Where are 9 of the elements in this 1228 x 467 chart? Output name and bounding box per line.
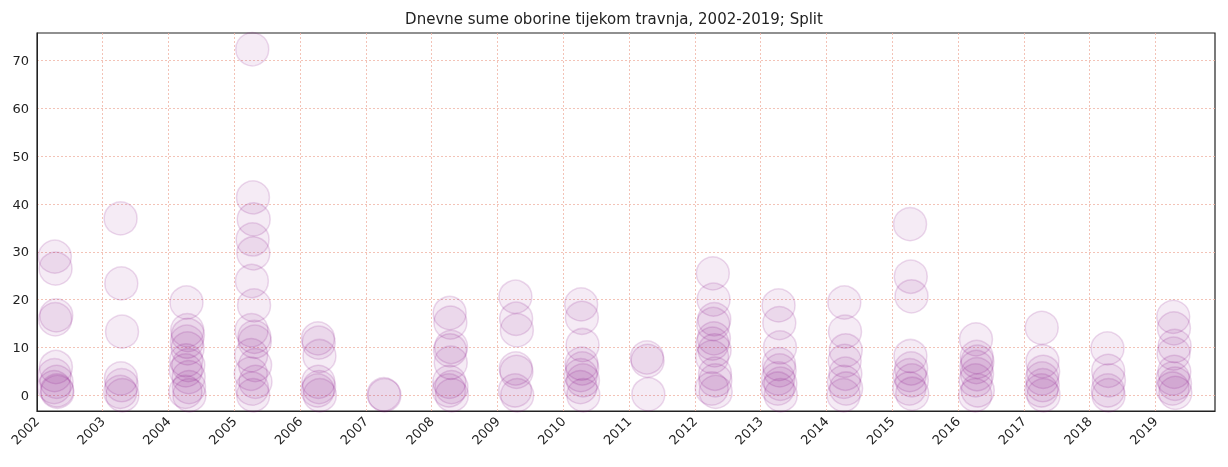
y-tick-label: 20 xyxy=(12,292,29,308)
y-tick-label: 70 xyxy=(12,53,29,69)
y-tick-label: 10 xyxy=(12,339,29,355)
chart-title: Dnevne sume oborine tijekom travnja, 2002-2019; Split xyxy=(405,9,824,28)
y-tick-label: 30 xyxy=(12,244,29,260)
y-tick-label: 0 xyxy=(20,387,29,403)
y-tick-label: 60 xyxy=(12,101,29,116)
y-tick-label: 40 xyxy=(12,196,29,212)
y-tick-label: 50 xyxy=(12,148,29,164)
